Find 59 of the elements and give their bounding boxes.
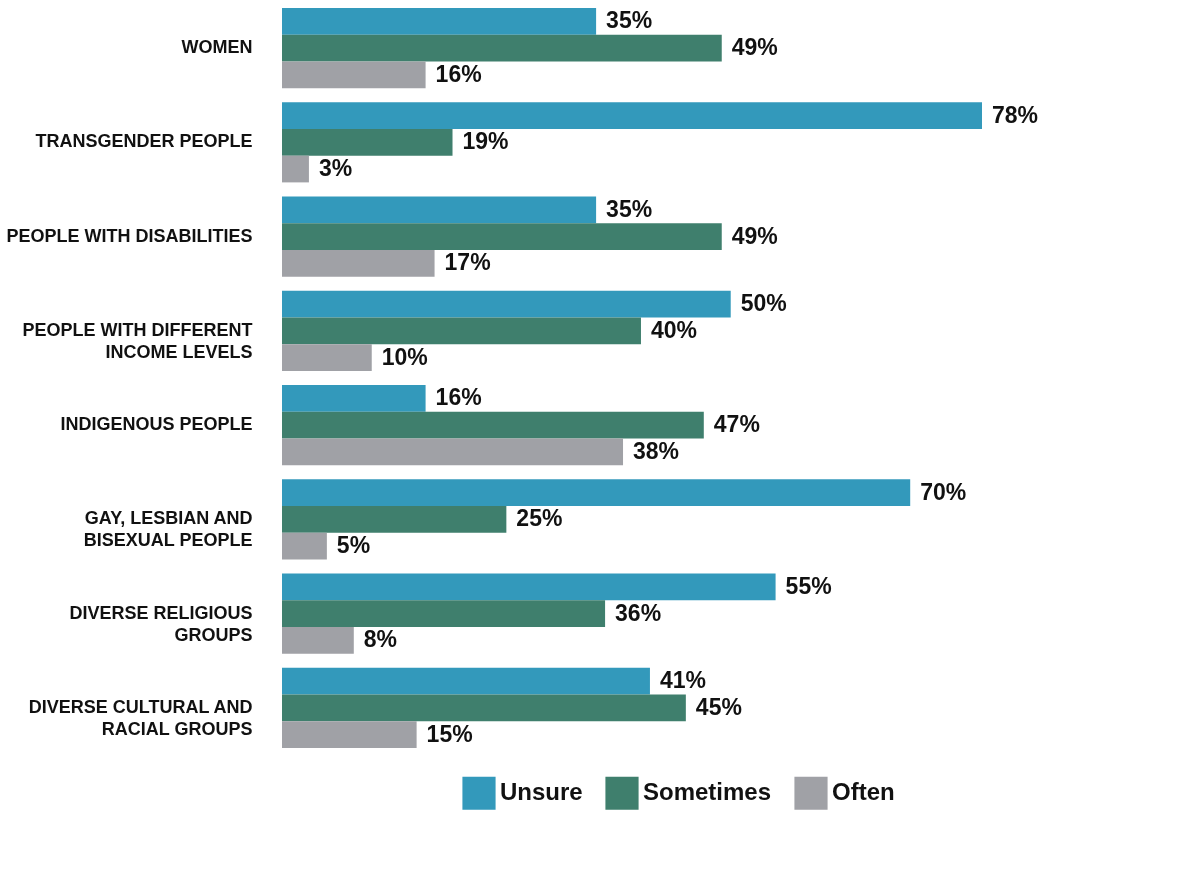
- bar: [282, 479, 911, 507]
- bar: [282, 667, 650, 695]
- data-label: 55%: [785, 572, 832, 599]
- bar: [282, 627, 354, 654]
- data-label: 16%: [435, 60, 482, 87]
- y-tick-label: GAY, LESBIAN AND BISEXUAL PEOPLE: [83, 508, 253, 551]
- data-label: 15%: [426, 720, 473, 747]
- data-label: 49%: [731, 222, 778, 249]
- data-label: 10%: [381, 343, 428, 370]
- bar: [282, 385, 426, 412]
- legend-label: Often: [832, 778, 895, 806]
- y-tick-label: DIVERSE CULTURAL AND RACIAL GROUPS: [28, 696, 253, 739]
- bar: [282, 411, 704, 439]
- data-label: 78%: [992, 101, 1039, 128]
- bar: [282, 196, 597, 224]
- bar: [282, 506, 507, 533]
- y-tick-label: PEOPLE WITH DISABILITIES: [6, 225, 253, 246]
- data-label: 8%: [363, 626, 398, 653]
- bar: [282, 438, 624, 466]
- bar: [282, 34, 722, 62]
- data-label: 35%: [606, 7, 653, 34]
- data-label: 5%: [336, 532, 371, 559]
- data-label: 49%: [731, 34, 778, 61]
- data-label: 3%: [318, 155, 353, 182]
- bar: [282, 317, 641, 345]
- y-tick-label: DIVERSE RELIGIOUS GROUPS: [69, 602, 253, 645]
- data-label: 25%: [516, 505, 563, 532]
- bar: [282, 102, 982, 129]
- data-label: 35%: [606, 195, 653, 222]
- bar: [282, 223, 722, 250]
- data-label: 50%: [740, 290, 787, 317]
- bar: [282, 128, 453, 156]
- bar: [282, 721, 417, 748]
- bar: [282, 600, 606, 628]
- bar: [282, 249, 435, 277]
- data-label: 41%: [659, 667, 706, 694]
- data-label: 16%: [435, 384, 482, 411]
- data-label: 38%: [633, 437, 680, 464]
- data-label: 36%: [615, 599, 662, 626]
- bar: [282, 61, 426, 89]
- y-tick-label: PEOPLE WITH DIFFERENT INCOME LEVELS: [22, 319, 253, 362]
- y-tick-label: INDIGENOUS PEOPLE: [60, 414, 253, 435]
- data-label: 45%: [695, 693, 742, 720]
- bar: [282, 694, 686, 722]
- bar: [282, 290, 731, 318]
- data-label: 19%: [462, 128, 509, 155]
- legend-label: Unsure: [500, 778, 583, 806]
- data-label: 47%: [713, 411, 760, 438]
- bar: [282, 573, 776, 601]
- bar: [282, 344, 372, 371]
- bar: [282, 8, 597, 35]
- data-label: 70%: [920, 478, 967, 505]
- data-label: 17%: [444, 249, 491, 276]
- bar: [282, 532, 327, 560]
- y-tick-label: WOMEN: [181, 37, 253, 58]
- y-tick-label: TRANSGENDER PEOPLE: [35, 131, 253, 152]
- bar: [282, 155, 309, 183]
- data-label: 40%: [650, 316, 698, 343]
- legend-label: Sometimes: [643, 778, 772, 806]
